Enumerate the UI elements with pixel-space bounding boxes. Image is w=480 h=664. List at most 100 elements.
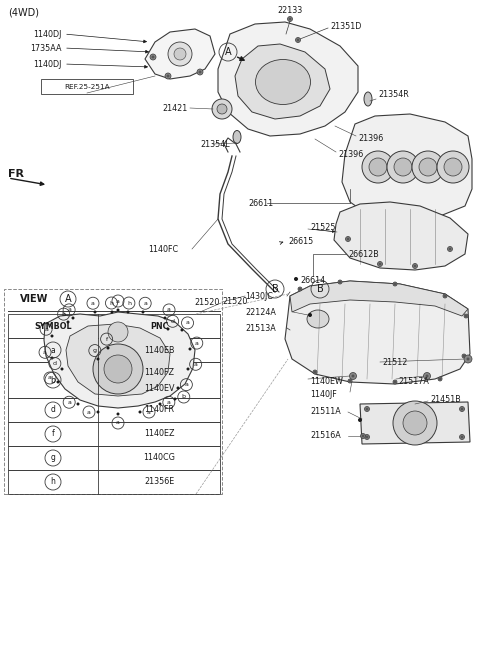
- Circle shape: [180, 329, 183, 331]
- Circle shape: [96, 410, 99, 414]
- Circle shape: [412, 264, 418, 268]
- Bar: [8, 446, 220, 470]
- Text: 1140CG: 1140CG: [143, 454, 175, 463]
- Text: 1430JC: 1430JC: [245, 291, 273, 301]
- Circle shape: [394, 282, 396, 286]
- Circle shape: [438, 377, 442, 381]
- Circle shape: [294, 277, 298, 281]
- Circle shape: [348, 379, 352, 383]
- Polygon shape: [145, 29, 215, 79]
- Text: d: d: [53, 361, 57, 366]
- Circle shape: [387, 151, 419, 183]
- Text: 1140EB: 1140EB: [144, 345, 174, 355]
- Text: a: a: [186, 321, 190, 325]
- Text: 21516A: 21516A: [310, 432, 341, 440]
- Text: 1140EZ: 1140EZ: [144, 430, 174, 438]
- Text: 21520: 21520: [194, 297, 220, 307]
- Circle shape: [364, 406, 370, 412]
- Circle shape: [189, 347, 192, 351]
- Text: 1140FZ: 1140FZ: [144, 367, 174, 376]
- Circle shape: [394, 380, 396, 384]
- Text: 21396: 21396: [358, 133, 383, 143]
- Text: a: a: [48, 375, 52, 380]
- Polygon shape: [290, 281, 468, 316]
- Text: h: h: [50, 477, 55, 487]
- Text: a: a: [184, 382, 188, 387]
- Polygon shape: [360, 402, 470, 444]
- Circle shape: [439, 378, 442, 380]
- Text: a: a: [87, 410, 91, 414]
- Circle shape: [139, 410, 142, 414]
- Text: a: a: [50, 345, 55, 355]
- Polygon shape: [342, 114, 472, 220]
- Circle shape: [351, 374, 355, 378]
- Text: B: B: [317, 284, 324, 294]
- Text: a: a: [43, 350, 47, 355]
- Circle shape: [464, 314, 468, 318]
- Circle shape: [313, 370, 317, 374]
- Circle shape: [108, 322, 128, 342]
- Circle shape: [347, 238, 349, 240]
- Circle shape: [377, 262, 383, 266]
- Text: f: f: [52, 430, 54, 438]
- Text: g: g: [93, 348, 97, 353]
- Text: 21396: 21396: [338, 149, 363, 159]
- Circle shape: [459, 406, 465, 412]
- Circle shape: [50, 335, 53, 337]
- Text: h: h: [127, 301, 131, 305]
- Text: 21354L: 21354L: [200, 139, 229, 149]
- Circle shape: [379, 262, 382, 266]
- Circle shape: [364, 434, 370, 440]
- Text: d: d: [171, 319, 175, 324]
- Text: 22124A: 22124A: [245, 307, 276, 317]
- Polygon shape: [44, 312, 195, 408]
- Circle shape: [212, 99, 232, 119]
- Circle shape: [360, 434, 365, 438]
- Circle shape: [288, 17, 291, 21]
- Text: b: b: [61, 311, 66, 317]
- Circle shape: [413, 264, 417, 268]
- Ellipse shape: [233, 131, 241, 143]
- Circle shape: [459, 434, 465, 440]
- Circle shape: [164, 317, 167, 319]
- Circle shape: [460, 408, 464, 410]
- Circle shape: [67, 321, 70, 323]
- Text: 21451B: 21451B: [430, 394, 461, 404]
- Circle shape: [72, 317, 74, 319]
- Circle shape: [96, 357, 99, 361]
- Text: b: b: [50, 376, 55, 384]
- Ellipse shape: [255, 60, 311, 104]
- Circle shape: [167, 327, 169, 331]
- Circle shape: [394, 158, 412, 176]
- Circle shape: [467, 357, 469, 361]
- Circle shape: [443, 294, 447, 298]
- Circle shape: [464, 355, 472, 363]
- Text: 21421: 21421: [163, 104, 188, 112]
- Text: a: a: [67, 400, 71, 405]
- Text: 1140EV: 1140EV: [144, 384, 174, 392]
- Text: a: a: [116, 420, 120, 426]
- Circle shape: [425, 374, 429, 378]
- Circle shape: [369, 158, 387, 176]
- Circle shape: [393, 401, 437, 445]
- Polygon shape: [334, 202, 468, 270]
- Circle shape: [127, 311, 130, 313]
- Circle shape: [177, 386, 180, 390]
- Text: 26614: 26614: [300, 276, 325, 284]
- Circle shape: [437, 151, 469, 183]
- Circle shape: [393, 282, 397, 286]
- Circle shape: [76, 402, 80, 406]
- Text: b: b: [182, 394, 186, 400]
- Bar: [8, 422, 220, 446]
- Circle shape: [419, 158, 437, 176]
- Text: REF.25-251A: REF.25-251A: [64, 84, 110, 90]
- Circle shape: [296, 37, 300, 42]
- Text: 1140FC: 1140FC: [148, 244, 178, 254]
- Text: 21511A: 21511A: [310, 408, 341, 416]
- Text: 26611: 26611: [248, 199, 273, 207]
- Text: d: d: [50, 406, 55, 414]
- Ellipse shape: [364, 92, 372, 106]
- Circle shape: [57, 380, 60, 384]
- Ellipse shape: [307, 310, 329, 328]
- Text: a: a: [195, 341, 199, 345]
